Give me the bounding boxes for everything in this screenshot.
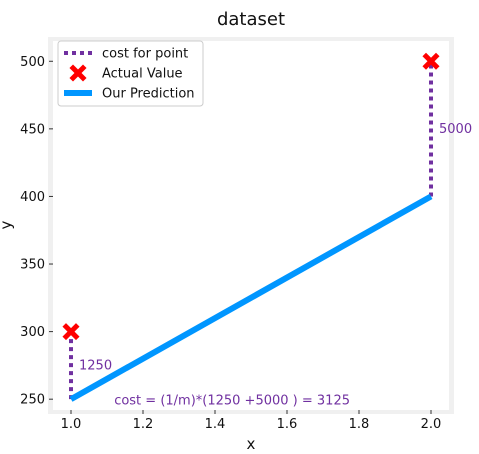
cost-label-2: 5000: [439, 122, 472, 137]
cost-summary-annotation: cost = (1/m)*(1250 +5000 ) = 3125: [114, 394, 350, 409]
y-tick-label: 450: [20, 122, 45, 137]
chart-title: dataset: [217, 9, 285, 30]
actual-value-point-2: [422, 52, 440, 70]
x-tick-label: 1.8: [349, 417, 370, 432]
x-tick-label: 2.0: [421, 417, 442, 432]
chart-annotations: cost = (1/m)*(1250 +5000 ) = 3125: [114, 394, 350, 409]
y-tick-label: 350: [20, 258, 45, 273]
x-tick-label: 1.4: [205, 417, 226, 432]
legend-swatch-actual-stroke-b: [69, 64, 87, 82]
chart-marks: 1250 5000: [62, 52, 472, 402]
legend-swatch-actual: [69, 64, 87, 82]
x-tick-label: 1.2: [133, 417, 154, 432]
cost-label-1: 1250: [79, 358, 112, 373]
y-tick-label: 500: [20, 55, 45, 70]
prediction-line: [69, 193, 433, 402]
legend-label: Actual Value: [102, 67, 183, 82]
legend-label: Our Prediction: [102, 87, 195, 102]
y-tick-label: 250: [20, 393, 45, 408]
legend-label: cost for point: [102, 47, 188, 62]
actual-value-point-1-stroke-b: [62, 323, 80, 341]
actual-value-point-2-stroke-b: [422, 52, 440, 70]
legend: cost for point Actual Value Our Prediction: [57, 40, 204, 107]
y-axis-label: y: [0, 220, 15, 229]
legend-box: [57, 40, 204, 107]
y-ticks: 250 300 350 400 450 500: [20, 55, 53, 408]
actual-value-point-1: [62, 323, 80, 341]
x-tick-label: 1.0: [61, 417, 82, 432]
x-axis-label: x: [247, 435, 256, 453]
y-tick-label: 400: [20, 190, 45, 205]
y-tick-label: 300: [20, 325, 45, 340]
x-ticks: 1.0 1.2 1.4 1.6 1.8 2.0: [61, 410, 442, 432]
x-tick-label: 1.6: [277, 417, 298, 432]
